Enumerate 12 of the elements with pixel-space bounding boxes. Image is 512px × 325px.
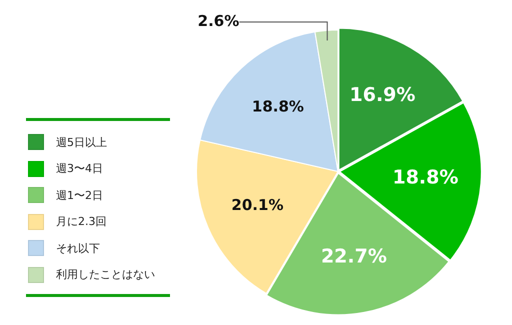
data-label: 22.7% — [320, 246, 387, 268]
data-label: 2.6% — [198, 12, 240, 30]
legend-label: それ以下 — [56, 240, 100, 256]
data-label: 18.8% — [392, 166, 458, 189]
legend-label: 週5日以上 — [56, 134, 107, 150]
legend-label: 週1〜2日 — [56, 188, 103, 203]
data-label: 16.9% — [350, 84, 416, 106]
legend-label: 利用したことはない — [56, 267, 155, 282]
legend-label: 週3〜4日 — [56, 161, 103, 176]
data-label: 18.8% — [252, 97, 304, 116]
data-label: 20.1% — [231, 196, 284, 214]
legend-label: 月に2.3回 — [56, 214, 106, 230]
